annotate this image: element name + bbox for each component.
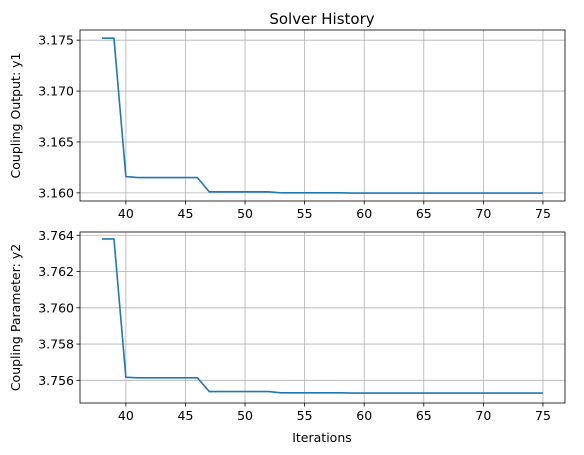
x-tick-label: 55 <box>297 206 313 221</box>
x-tick-label: 60 <box>356 408 372 423</box>
y-tick-label: 3.175 <box>38 33 74 48</box>
series-line <box>102 37 543 194</box>
x-tick-label: 75 <box>535 408 551 423</box>
x-tick-label: 50 <box>237 408 253 423</box>
x-tick-label: 55 <box>297 408 313 423</box>
y-tick-label: 3.160 <box>38 185 74 200</box>
y-tick-label: 3.764 <box>38 228 74 243</box>
x-tick-label: 45 <box>178 206 194 221</box>
series-layer-y2 <box>102 238 543 394</box>
series-layer-y1 <box>102 37 543 194</box>
x-tick-label: 75 <box>535 206 551 221</box>
y-ticks-y1: 3.160 3.165 3.170 3.175 <box>38 33 80 200</box>
axes-frame-y2 <box>79 231 566 404</box>
y-tick-label: 3.758 <box>38 337 74 352</box>
x-tick-label: 40 <box>118 408 134 423</box>
y-tick-label: 3.756 <box>38 373 74 388</box>
x-tick-label: 65 <box>416 206 432 221</box>
x-axis-label: Iterations <box>292 430 352 445</box>
x-ticks-y1: 40 45 50 55 60 65 70 75 <box>118 201 551 221</box>
y-tick-label: 3.762 <box>38 264 74 279</box>
subplot-y2: 40 45 50 55 60 65 70 75 3.7563.7583.7603.7623.7… <box>8 228 566 445</box>
x-tick-label: 60 <box>356 206 372 221</box>
y-tick-label: 3.170 <box>38 84 74 99</box>
y-tick-label: 3.760 <box>38 300 74 315</box>
y-axis-label-y2: Coupling Parameter: y2 <box>8 244 23 391</box>
x-ticks-y2: 40 45 50 55 60 65 70 75 <box>118 403 551 423</box>
y-ticks-y2: 3.756 3.758 3.760 3.762 3.764 <box>38 228 80 388</box>
y-tick-label: 3.165 <box>38 134 74 149</box>
x-tick-label: 70 <box>475 408 491 423</box>
y-axis-label-y1: Coupling Output: y1 <box>8 53 23 179</box>
axes-frame-y1 <box>79 29 566 202</box>
x-tick-label: 50 <box>237 206 253 221</box>
x-tick-label: 65 <box>416 408 432 423</box>
subplot-y1: Solver History 40 45 50 55 60 65 70 75 3.1603.1… <box>8 10 566 221</box>
x-tick-label: 70 <box>475 206 491 221</box>
chart-title: Solver History <box>269 10 374 28</box>
x-tick-label: 40 <box>118 206 134 221</box>
x-tick-label: 45 <box>178 408 194 423</box>
series-line <box>102 238 543 394</box>
